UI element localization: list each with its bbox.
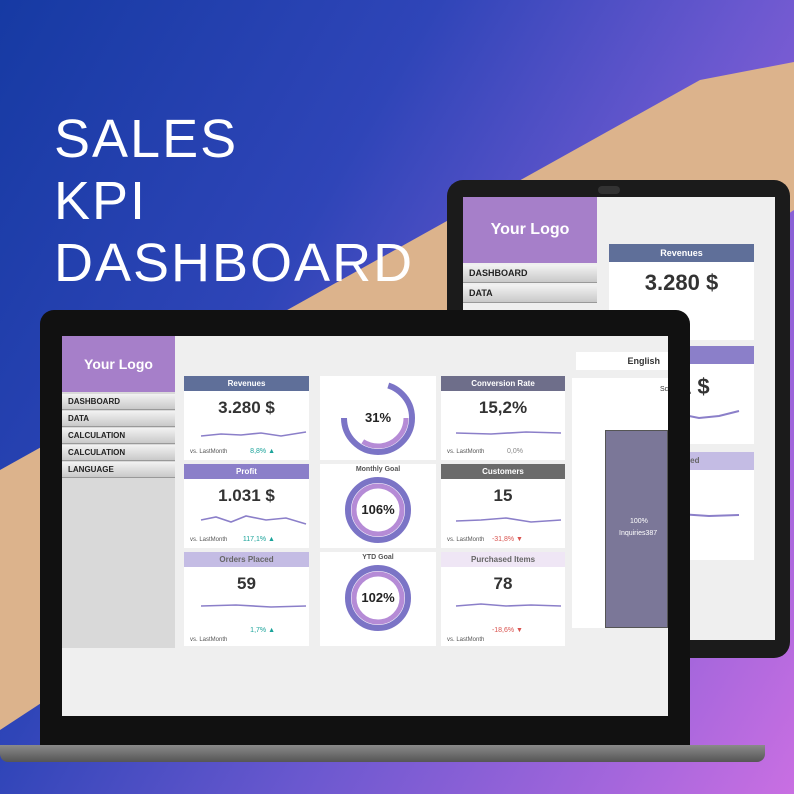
panel-title: Sc [660,386,669,393]
card-note: vs. LastMonth [190,637,228,643]
card-value: 3.280 $ [644,270,719,295]
kpi-card: Orders Placed 59 vs. LastMonth 1,7% ▲ [184,552,309,646]
card-value: 3.280 $ [218,398,275,417]
kpi-card: Conversion Rate 15,2% vs. LastMonth 0,0% [441,376,565,460]
card-title: Orders Placed [184,552,309,567]
card-note: vs. LastMonth [190,537,228,543]
gauge-card: Monthly Goal 106% [320,464,436,548]
gauge [340,380,415,455]
gauge-value: 102% [361,590,395,605]
logo: Your Logo [463,197,597,263]
card-title: Customers [441,464,565,479]
card-change: -18,6% ▼ [491,627,523,634]
sparkline [455,603,562,607]
sparkline [200,515,307,525]
logo: Your Logo [62,336,175,392]
menu-item[interactable]: CALCULATION [62,428,175,444]
gauge-title: YTD Goal [362,554,394,561]
sparkline [455,431,562,435]
kpi-card: Profit 1.031 $ vs. LastMonth 117,1% ▲ [184,464,309,548]
panel-label: Inquiries387 [619,530,658,537]
gauge-card: 31% [320,376,436,460]
gauge-value: 106% [361,502,395,517]
kpi-card: Customers 15 vs. LastMonth -31,8% ▼ [441,464,565,548]
card-value: 78 [493,574,513,593]
sparkline [200,431,307,437]
card-value: 59 [237,574,256,593]
gauge-card: YTD Goal 102% [320,552,436,646]
card-note: vs. LastMonth [190,449,228,455]
sparkline [455,517,562,523]
funnel-bar [605,430,668,628]
panel-value: 100% [630,518,648,525]
card-note: vs. LastMonth [447,449,485,455]
menu-item[interactable]: CALCULATION [62,445,175,461]
menu-item[interactable]: DASHBOARD [463,265,597,283]
menu-item[interactable]: DATA [463,285,597,303]
card-title: Purchased Items [441,552,565,567]
card-change: 1,7% ▲ [250,627,275,634]
gauge-title: Monthly Goal [355,466,401,473]
card-note: vs. LastMonth [447,537,485,543]
card-note: vs. LastMonth [447,637,485,643]
kpi-card: Purchased Items 78 vs. LastMonth -18,6% ▼ [441,552,565,646]
card-change: -31,8% ▼ [491,536,523,543]
language-select[interactable]: English [576,352,668,370]
gauge [345,565,411,631]
menu-item[interactable]: LANGUAGE [62,462,175,478]
kpi-card: Revenues 3.280 $ vs. LastMonth 8,8% ▲ [184,376,309,460]
card-title: Revenues [609,244,754,262]
card-value: 15 [493,486,513,505]
card-change: 117,1% ▲ [242,536,275,543]
card-title: Profit [184,464,309,479]
hero-title: DASHBOARD [54,233,415,293]
card-title: Conversion Rate [441,376,565,391]
sparkline [200,604,307,608]
side-panel: Sc 100% Inquiries387 [572,378,668,628]
menu-item[interactable]: DASHBOARD [62,394,175,410]
card-change: 0,0% [507,448,523,455]
menu-item[interactable]: DATA [62,411,175,427]
card-value: 1.031 $ [218,486,275,505]
card-value: 15,2% [478,398,528,417]
gauge [345,477,411,543]
card-title: Revenues [184,376,309,391]
laptop-base [0,745,765,762]
hero-title: SALES [54,109,239,169]
hero-title: KPI [54,171,148,231]
camera [598,186,620,194]
card-change: 8,8% ▲ [250,448,275,455]
gauge-value: 31% [364,410,392,425]
